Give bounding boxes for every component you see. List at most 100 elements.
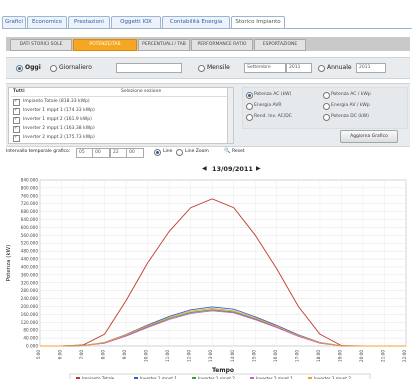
y-tick-label: 640.000	[21, 217, 39, 222]
x-tick-label: 19:00	[337, 350, 342, 362]
y-tick-label: 280.000	[21, 288, 39, 293]
to-minute-select[interactable]: 00	[126, 148, 144, 158]
giornaliero-radio[interactable]	[50, 65, 57, 72]
reset-zoom-icon[interactable]: 🔍	[224, 148, 231, 154]
option-label: Energia AV / kWp	[331, 103, 370, 108]
x-tick-label: 16:00	[273, 350, 278, 362]
measure-options: Potenza AC (kW) Potenza AC / kWp Energia…	[242, 87, 408, 129]
annual-select[interactable]: 2011	[356, 63, 386, 73]
list-checkbox[interactable]	[13, 134, 20, 142]
line-label: Line	[163, 149, 173, 154]
line-zoom-radio[interactable]	[176, 149, 183, 156]
mensile-label: Mensile	[207, 64, 230, 71]
y-tick-label: 800.000	[21, 185, 39, 190]
option-radio[interactable]	[323, 92, 330, 99]
list-header-all[interactable]: Tutti	[13, 89, 25, 94]
period-panel: Oggi Giornaliero Mensile Settembre 2011 …	[6, 57, 410, 79]
y-tick-label: 560.000	[21, 233, 39, 238]
plot-area	[39, 179, 407, 347]
y-tick-label: 720.000	[21, 201, 39, 206]
x-tick-label: 8:00	[101, 350, 106, 360]
x-tick-label: 9:00	[122, 350, 127, 360]
x-tick-label: 6:00	[58, 350, 63, 360]
next-day-arrow-icon[interactable]: ▶	[256, 165, 261, 172]
y-tick-label: 120.000	[21, 320, 39, 325]
y-tick-label: 160.000	[21, 312, 39, 317]
list-checkbox[interactable]	[13, 98, 20, 106]
x-tick-label: 5:00	[36, 350, 41, 360]
oggi-label: Oggi	[25, 64, 41, 71]
option-label: Potenza AC (kW)	[254, 92, 292, 97]
y-tick-label: 680.000	[21, 209, 39, 214]
x-tick-label: 22:00	[402, 350, 407, 362]
oggi-radio[interactable]	[16, 65, 23, 72]
x-tick-label: 15:00	[251, 350, 256, 362]
giornaliero-label: Giornaliero	[59, 64, 92, 71]
line-zoom-label: Line Zoom	[185, 149, 209, 154]
option-label: Energia AVR	[254, 103, 282, 108]
x-tick-label: 13:00	[208, 350, 213, 362]
x-tick-label: 12:00	[187, 350, 192, 362]
power-chart: 0.000 40.000 80.000 120.000 160.000 200.000 24…	[0, 176, 416, 381]
subtab-esportazione[interactable]: ESPORTAZIONE	[254, 39, 306, 51]
list-checkbox[interactable]	[13, 125, 20, 133]
list-item: Impianto Totale (818.33 kWp)	[23, 99, 90, 104]
y-tick-label: 0.000	[26, 344, 38, 349]
list-scrollbar[interactable]	[227, 88, 233, 143]
tab-divider	[2, 28, 412, 29]
month-select[interactable]: Settembre	[244, 63, 286, 73]
option-radio[interactable]	[246, 114, 253, 121]
option-radio[interactable]	[246, 92, 253, 99]
annuale-radio[interactable]	[318, 65, 325, 72]
selection-panel: Tutti Selezione sezione Impianto Totale …	[6, 83, 410, 147]
y-tick-label: 840.000	[21, 178, 39, 183]
option-label: Rend. Inv. AC/DC	[254, 114, 292, 119]
reset-label[interactable]: Reset	[232, 149, 245, 154]
y-tick-label: 320.000	[21, 280, 39, 285]
x-tick-label: 11:00	[165, 350, 170, 362]
update-chart-button[interactable]: Aggiorna Grafico	[340, 130, 398, 143]
sub-tab-bar: DATI STORICI SOLE POTENZE/TAB PERCENTUAL…	[6, 37, 410, 51]
subtab-performance-ratio[interactable]: PERFORMANCE RATIO	[191, 39, 253, 51]
list-item: Inverter 2 mppt 2 (175.73 kWp)	[23, 135, 95, 140]
option-radio[interactable]	[323, 103, 330, 110]
mensile-radio[interactable]	[198, 65, 205, 72]
y-tick-label: 760.000	[21, 193, 39, 198]
interval-label: Intervallo temporale grafico:	[6, 149, 71, 154]
option-radio[interactable]	[323, 114, 330, 121]
line-radio[interactable]	[154, 149, 161, 156]
main-tab-bar: Grafici Economico Prestazioni Oggetti IO…	[2, 16, 414, 29]
y-tick-label: 360.000	[21, 272, 39, 277]
x-tick-label: 7:00	[79, 350, 84, 360]
day-input[interactable]	[116, 63, 182, 73]
y-tick-label: 480.000	[21, 249, 39, 254]
list-checkbox[interactable]	[13, 107, 20, 115]
y-tick-label: 520.000	[21, 241, 39, 246]
option-radio[interactable]	[246, 103, 253, 110]
list-item: Inverter 2 mppt 1 (163.38 kWp)	[23, 126, 95, 131]
subtab-potenze[interactable]: POTENZE/TAB	[73, 39, 137, 51]
option-label: Potenza AC / kWp	[331, 92, 371, 97]
x-tick-label: 17:00	[294, 350, 299, 362]
x-tick-label: 18:00	[316, 350, 321, 362]
x-tick-label: 10:00	[144, 350, 149, 362]
year-select[interactable]: 2011	[286, 63, 312, 73]
inverter-list: Tutti Selezione sezione Impianto Totale …	[8, 87, 234, 144]
subtab-dati-storici[interactable]: DATI STORICI SOLE	[10, 39, 72, 51]
y-tick-label: 40.000	[23, 336, 38, 341]
x-tick-label: 14:00	[230, 350, 235, 362]
series-line-4	[40, 308, 406, 347]
annuale-label: Annuale	[327, 64, 352, 71]
y-tick-label: 400.000	[21, 264, 39, 269]
prev-day-arrow-icon[interactable]: ◀	[202, 165, 207, 172]
chart-date: 13/09/2011	[212, 165, 253, 173]
x-tick-label: 20:00	[359, 350, 364, 362]
list-item: Inverter 1 mppt 2 (161.9 kWp)	[23, 117, 92, 122]
y-tick-label: 240.000	[21, 296, 39, 301]
x-axis-label: Tempo	[212, 367, 234, 374]
y-tick-label: 80.000	[23, 328, 38, 333]
chart-svg: 0.000 40.000 80.000 120.000 160.000 200.000 24…	[6, 178, 407, 381]
list-checkbox[interactable]	[13, 116, 20, 124]
from-minute-select[interactable]: 00	[92, 148, 110, 158]
subtab-percentuali[interactable]: PERCENTUALI / TAB	[138, 39, 190, 51]
